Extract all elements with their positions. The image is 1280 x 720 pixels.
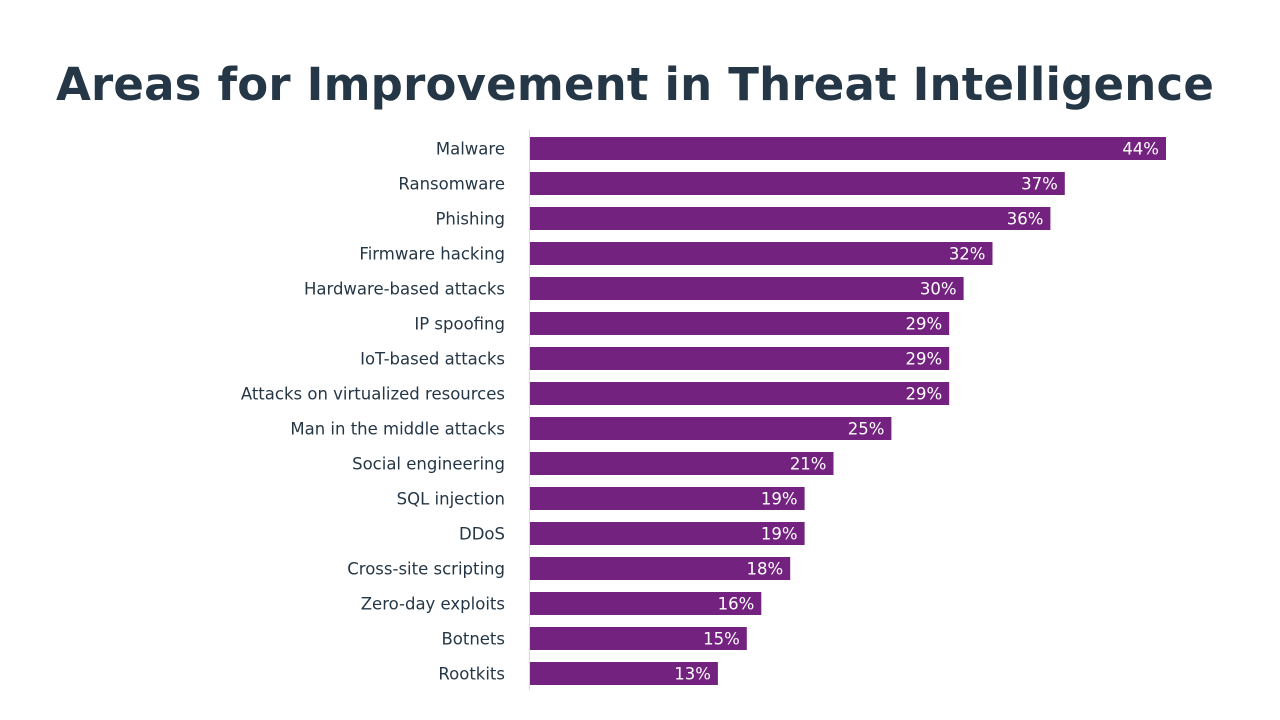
bar-attacks-on-virtualized-resources <box>530 382 950 405</box>
data-label: 25% <box>848 420 885 439</box>
category-label: IP spoofing <box>414 315 505 334</box>
category-label: Social engineering <box>352 455 505 474</box>
data-label: 19% <box>761 490 798 509</box>
category-label: Ransomware <box>398 175 505 194</box>
bar-rootkits <box>530 662 718 685</box>
data-label: 44% <box>1122 140 1159 159</box>
category-label: Firmware hacking <box>359 245 505 264</box>
category-label: Phishing <box>435 210 505 229</box>
data-label: 29% <box>906 315 943 334</box>
category-label: Malware <box>436 140 505 159</box>
bar-zero-day-exploits <box>530 592 762 615</box>
data-label: 29% <box>906 385 943 404</box>
data-label: 37% <box>1021 175 1058 194</box>
category-label: Attacks on virtualized resources <box>241 385 505 404</box>
category-label: Hardware-based attacks <box>304 280 505 299</box>
bar-ransomware <box>530 172 1065 195</box>
category-label: Rootkits <box>438 665 505 684</box>
data-label: 30% <box>920 280 957 299</box>
category-label: Cross-site scripting <box>347 560 505 579</box>
slide-title: Areas for Improvement in Threat Intellig… <box>55 58 1215 111</box>
data-label: 18% <box>747 560 784 579</box>
category-label: Botnets <box>441 630 505 649</box>
category-label: DDoS <box>459 525 505 544</box>
bar-botnets <box>530 627 747 650</box>
category-labels-group: Malware Ransomware Phishing Firmware hackin… <box>241 140 505 684</box>
bar-sql-injection <box>530 487 805 510</box>
data-label: 29% <box>906 350 943 369</box>
category-label: IoT-based attacks <box>360 350 505 369</box>
category-label: SQL injection <box>397 490 505 509</box>
bars-group <box>530 137 1166 685</box>
bar-phishing <box>530 207 1051 230</box>
bar-firmware-hacking <box>530 242 993 265</box>
value-labels-group: 44% 37% 36% 32% 30% 29% 29% 29% 25% 21% 19% 19% 18% 1… <box>674 140 1159 684</box>
data-label: 32% <box>949 245 986 264</box>
data-label: 16% <box>718 595 755 614</box>
bar-ddos <box>530 522 805 545</box>
data-label: 15% <box>703 630 740 649</box>
data-label: 19% <box>761 525 798 544</box>
bar-cross-site-scripting <box>530 557 791 580</box>
category-label: Zero-day exploits <box>361 595 505 614</box>
data-label: 21% <box>790 455 827 474</box>
bar-malware <box>530 137 1166 160</box>
bar-social-engineering <box>530 452 834 475</box>
data-label: 13% <box>674 665 711 684</box>
bar-ip-spoofing <box>530 312 950 335</box>
bar-hardware-based-attacks <box>530 277 964 300</box>
data-label: 36% <box>1007 210 1044 229</box>
bar-man-in-the-middle-attacks <box>530 417 892 440</box>
category-label: Man in the middle attacks <box>290 420 505 439</box>
bar-iot-based-attacks <box>530 347 950 370</box>
